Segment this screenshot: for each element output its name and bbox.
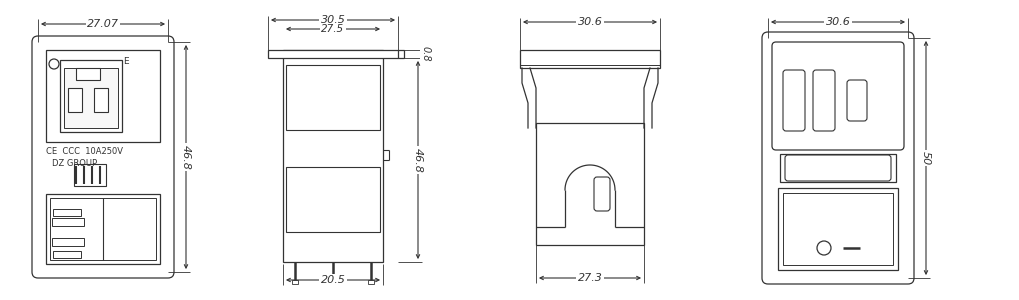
Bar bbox=[50, 198, 156, 260]
Bar bbox=[285, 65, 380, 130]
Bar bbox=[291, 280, 298, 284]
Text: 27.3: 27.3 bbox=[577, 273, 602, 283]
Bar bbox=[777, 188, 897, 270]
Text: 50: 50 bbox=[920, 151, 930, 165]
Bar bbox=[52, 218, 84, 226]
FancyBboxPatch shape bbox=[785, 155, 891, 181]
FancyBboxPatch shape bbox=[812, 70, 835, 131]
FancyBboxPatch shape bbox=[771, 42, 903, 150]
Bar bbox=[535, 123, 643, 245]
Bar bbox=[368, 280, 374, 284]
Bar bbox=[60, 60, 122, 132]
Text: 46.8: 46.8 bbox=[180, 145, 191, 169]
FancyBboxPatch shape bbox=[761, 32, 913, 284]
Bar bbox=[330, 280, 335, 284]
Bar bbox=[46, 50, 160, 142]
Text: 30.5: 30.5 bbox=[320, 15, 345, 25]
Bar bbox=[268, 50, 397, 58]
Bar bbox=[780, 154, 895, 182]
Bar bbox=[46, 194, 160, 264]
Bar bbox=[76, 68, 100, 80]
Text: 27.5: 27.5 bbox=[321, 24, 344, 34]
Bar bbox=[282, 50, 382, 262]
Bar bbox=[53, 251, 81, 258]
Text: DZ GROUP: DZ GROUP bbox=[52, 160, 97, 169]
FancyBboxPatch shape bbox=[593, 177, 609, 211]
Bar bbox=[285, 167, 380, 232]
Bar bbox=[52, 238, 84, 246]
FancyBboxPatch shape bbox=[783, 70, 804, 131]
FancyBboxPatch shape bbox=[32, 36, 174, 278]
Text: 20.5: 20.5 bbox=[320, 275, 345, 285]
Text: 0.8: 0.8 bbox=[421, 46, 431, 62]
Text: 46.8: 46.8 bbox=[413, 148, 423, 172]
Text: 30.6: 30.6 bbox=[824, 17, 850, 27]
Text: E: E bbox=[123, 58, 128, 67]
Text: 30.6: 30.6 bbox=[577, 17, 602, 27]
Bar bbox=[74, 164, 106, 186]
Bar bbox=[68, 88, 82, 112]
Bar bbox=[64, 68, 118, 128]
Bar bbox=[783, 193, 892, 265]
Bar bbox=[94, 88, 108, 112]
FancyBboxPatch shape bbox=[846, 80, 866, 121]
Bar bbox=[53, 209, 81, 216]
Bar bbox=[520, 50, 659, 68]
Text: 27.07: 27.07 bbox=[87, 19, 119, 29]
Text: CE  CCC  10A250V: CE CCC 10A250V bbox=[46, 148, 123, 157]
